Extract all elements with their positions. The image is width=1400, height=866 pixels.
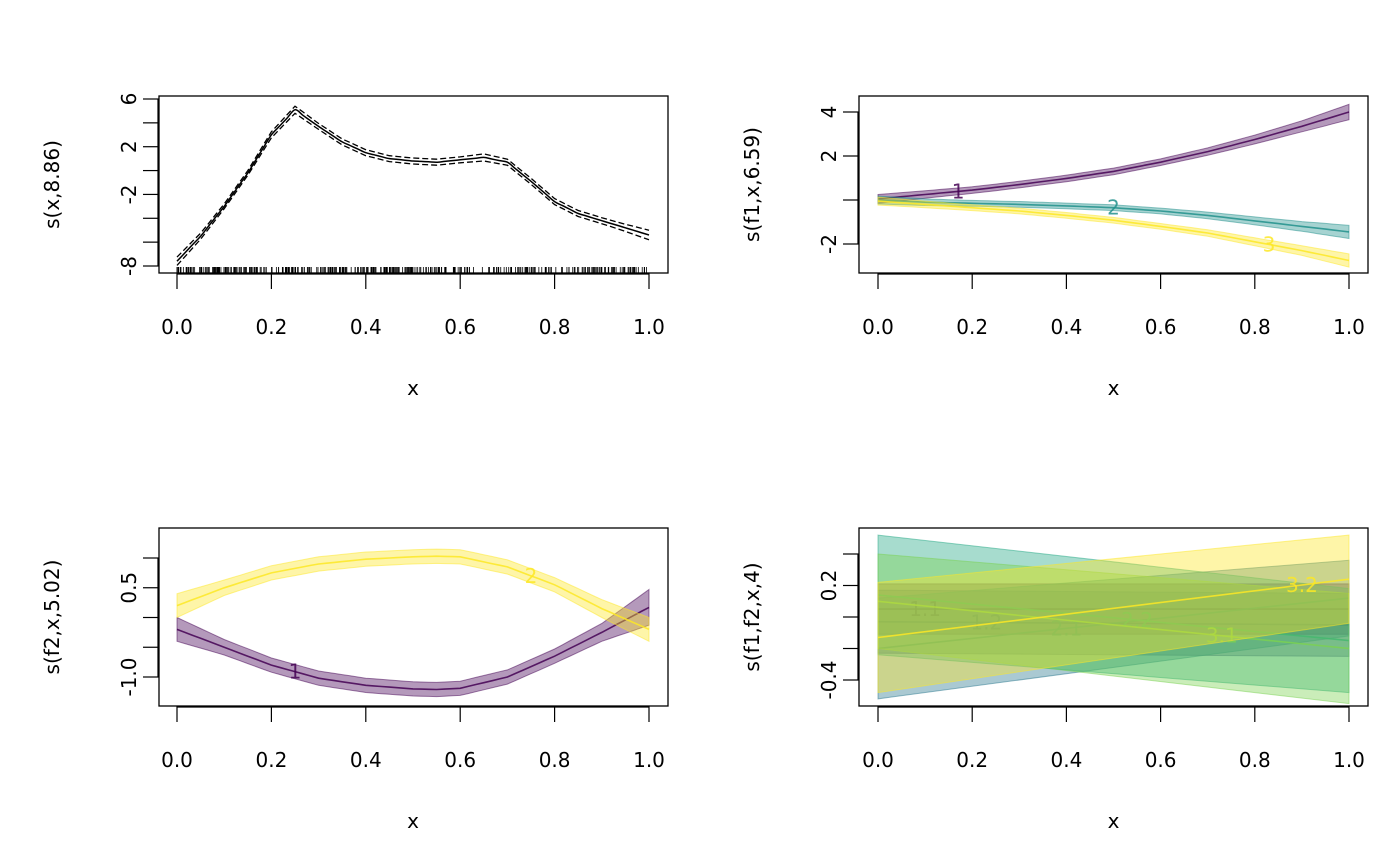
series-line-2 <box>877 199 1350 233</box>
x-tick-label: 0.6 <box>1145 748 1177 772</box>
x-tick-label: 1.0 <box>1333 315 1365 339</box>
series-line-2.2 <box>877 594 1350 642</box>
x-tick-label: 1.0 <box>1333 748 1365 772</box>
plot-area: 1.11.2 2.1 2.23.13.2 <box>877 534 1350 705</box>
x-tick-label: 1.0 <box>633 315 665 339</box>
series-line-2 <box>176 555 650 631</box>
panel-bottom-right: 1.11.2 2.1 2.23.13.2 0.0 0.2 0.4 0.6 0.8 1.0 x -0.… <box>740 527 1369 833</box>
x-tick-label: 0.6 <box>1145 315 1177 339</box>
y-tick-label: -0.4 <box>817 660 841 699</box>
y-tick-label: -2 <box>817 234 841 254</box>
x-tick-label: 0.8 <box>539 315 571 339</box>
x-axis-title: x <box>1108 376 1120 400</box>
x-tick-label: 0.6 <box>444 748 476 772</box>
x-tick-label: 0.2 <box>956 748 988 772</box>
x-tick-label: 1.0 <box>633 748 665 772</box>
series-label-2: 2 <box>1107 196 1120 220</box>
x-tick-label: 0.4 <box>350 748 382 772</box>
series-line-1 <box>176 606 650 691</box>
x-tick-label: 0.8 <box>1239 748 1271 772</box>
x-tick-label: 0.0 <box>161 748 193 772</box>
y-tick-label: 0.5 <box>117 572 141 604</box>
plot-area: 1 2 3 <box>877 103 1350 268</box>
series-line-2.1 <box>877 597 1350 650</box>
x-axis-title: x <box>407 376 419 400</box>
y-axis-title: s(f1,x,6.59) <box>740 127 764 242</box>
x-axis-title: x <box>1108 809 1120 833</box>
x-tick-label: 0.2 <box>255 315 287 339</box>
panel-bottom-left: 120.0 0.2 0.4 0.6 0.8 1.0x-1.00.5s(f2,x,5.02) <box>40 527 669 833</box>
rug <box>176 267 647 273</box>
series-label-1: 1 <box>289 660 302 684</box>
x-tick-label: 0.2 <box>255 748 287 772</box>
y-tick-label: 4 <box>817 106 841 119</box>
y-tick-label: 2 <box>817 150 841 163</box>
series-label-2: 2 <box>525 564 538 588</box>
confidence-band-3.2 <box>877 534 1350 694</box>
x-axis-title: x <box>407 809 419 833</box>
fit-line <box>176 108 650 262</box>
plot-frame <box>158 95 669 274</box>
series-line-3.2 <box>877 578 1350 639</box>
plot-area <box>176 105 650 266</box>
x-tick-label: 0.6 <box>444 315 476 339</box>
x-tick-label: 0.2 <box>956 315 988 339</box>
x-tick-label: 0.4 <box>1050 748 1082 772</box>
series-line-3 <box>877 200 1350 262</box>
y-tick-label: 0.2 <box>817 570 841 602</box>
y-tick-label: 2 <box>117 140 141 153</box>
lower-ci-line <box>176 112 650 266</box>
upper-ci-line <box>176 105 650 258</box>
series-label-1: 1 <box>952 179 965 203</box>
confidence-band-1 <box>877 103 1350 204</box>
x-tick-label: 0.0 <box>161 315 193 339</box>
y-axis-title: s(f2,x,5.02) <box>40 560 64 675</box>
confidence-band-2 <box>176 548 650 643</box>
x-tick-label: 0.0 <box>862 748 894 772</box>
series-line-3.1 <box>877 600 1350 650</box>
plot-frame <box>858 95 1369 274</box>
x-tick-label: 0.8 <box>539 748 571 772</box>
series-line-1 <box>877 111 1350 200</box>
x-tick-label: 0.8 <box>1239 315 1271 339</box>
x-tick-label: 0.4 <box>1050 315 1082 339</box>
series-label-3.2: 3.2 <box>1286 573 1318 597</box>
panel-top-right: 1 2 3 0.0 0.2 0.4 0.6 0.8 1.0 x -2 2 4 s(f1,x,6.59) <box>740 95 1369 400</box>
y-axis-title: s(x,8.86) <box>40 140 64 229</box>
series-label-3: 3 <box>1263 232 1276 256</box>
y-tick-label: -1.0 <box>117 657 141 696</box>
y-tick-label: -8 <box>117 256 141 276</box>
y-tick-label: 6 <box>117 93 141 106</box>
plot-area: 12 <box>176 548 650 698</box>
y-axis-title: s(f1,f2,x,4) <box>740 562 764 671</box>
x-tick-label: 0.0 <box>862 315 894 339</box>
confidence-band-1 <box>176 588 650 698</box>
y-tick-label: -2 <box>117 184 141 204</box>
x-tick-label: 0.4 <box>350 315 382 339</box>
panel-top-left: 0.0 0.2 0.4 0.6 0.8 1.0 x -8 -2 2 6 s(x,8.86) <box>40 93 669 400</box>
